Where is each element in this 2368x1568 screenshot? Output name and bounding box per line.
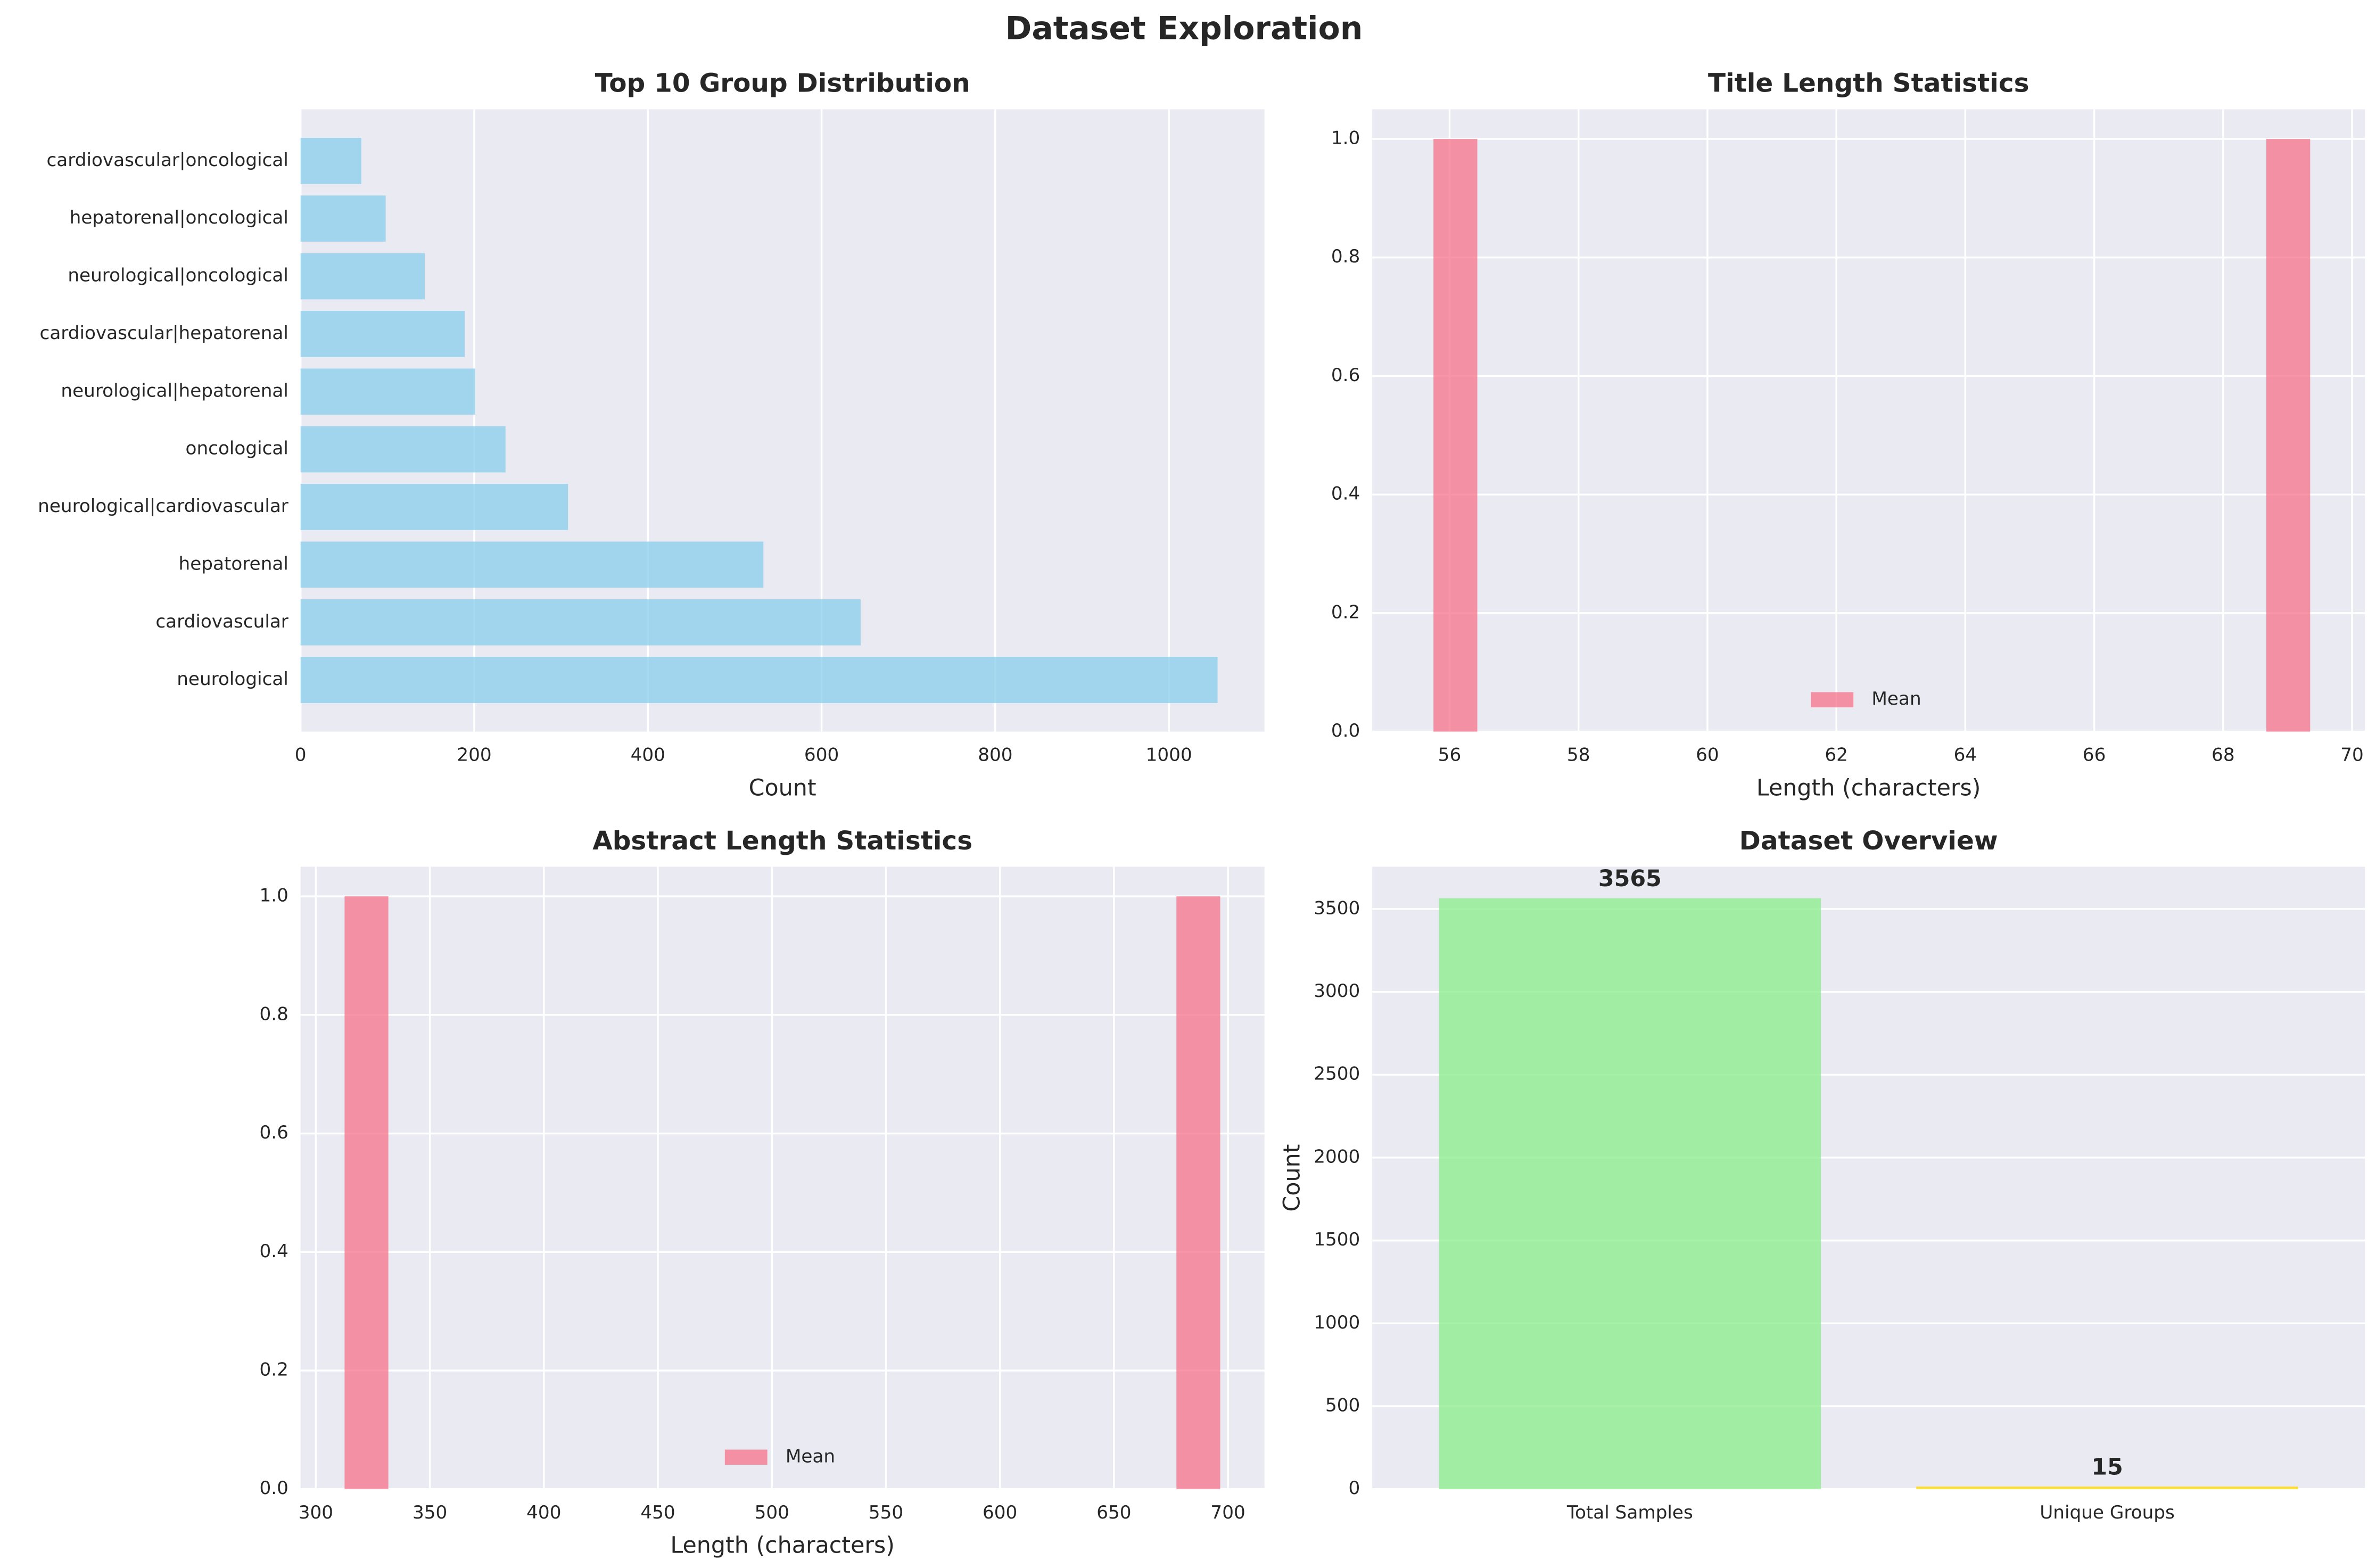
x-tick-label: 600: [983, 1502, 1017, 1523]
bar: [300, 657, 1218, 703]
x-tick-label: 68: [2212, 745, 2235, 766]
x-tick-label: Unique Groups: [2040, 1502, 2175, 1523]
y-tick-label: oncological: [186, 438, 288, 459]
bar: [300, 484, 568, 530]
x-tick-label: 450: [640, 1502, 675, 1523]
x-tick-label: 400: [631, 745, 665, 766]
legend-label: Mean: [1871, 688, 1921, 709]
y-tick-label: 0.0: [1331, 720, 1360, 741]
y-tick-label: 2500: [1314, 1063, 1360, 1085]
y-tick-label: 1000: [1314, 1312, 1360, 1333]
y-tick-label: 0.6: [1331, 365, 1360, 386]
x-tick-label: 300: [299, 1502, 333, 1523]
x-tick-label: 58: [1567, 745, 1590, 766]
x-tick-label: 60: [1696, 745, 1719, 766]
y-tick-label: 0.4: [1331, 483, 1360, 505]
y-tick-label: neurological|cardiovascular: [38, 496, 289, 517]
bar: [1439, 898, 1821, 1489]
y-tick-label: cardiovascular|oncological: [47, 150, 288, 171]
y-tick-label: 0.2: [1331, 601, 1360, 623]
legend-swatch: [724, 1449, 768, 1465]
y-tick-label: 1.0: [1331, 128, 1360, 149]
histogram-bar: [2266, 139, 2311, 732]
legend-swatch: [1811, 692, 1854, 707]
y-tick-label: 0.8: [1331, 246, 1360, 267]
y-tick-label: neurological|oncological: [68, 265, 288, 286]
x-tick-label: 66: [2083, 745, 2106, 766]
figure-title: Dataset Exploration: [1005, 10, 1363, 47]
x-tick-label: Total Samples: [1566, 1502, 1693, 1523]
bar: [300, 426, 506, 473]
x-axis-label: Length (characters): [670, 1532, 895, 1559]
x-tick-label: 700: [1210, 1502, 1245, 1523]
x-tick-label: 350: [412, 1502, 447, 1523]
x-tick-label: 62: [1825, 745, 1848, 766]
x-axis-label: Length (characters): [1756, 774, 1981, 801]
y-tick-label: 0.6: [259, 1122, 288, 1143]
x-tick-label: 200: [457, 745, 491, 766]
y-tick-label: 0.0: [259, 1478, 288, 1499]
bar: [300, 253, 425, 300]
bar: [300, 541, 764, 588]
x-tick-label: 550: [869, 1502, 903, 1523]
x-tick-label: 1000: [1146, 745, 1192, 766]
bar: [300, 195, 386, 242]
y-tick-label: cardiovascular|hepatorenal: [40, 323, 288, 344]
chart-title: Top 10 Group Distribution: [595, 69, 970, 98]
y-tick-label: neurological|hepatorenal: [61, 380, 288, 401]
y-tick-label: 1500: [1314, 1229, 1360, 1250]
x-axis-label: Count: [749, 774, 816, 801]
x-tick-label: 600: [804, 745, 839, 766]
y-tick-label: 3000: [1314, 980, 1360, 1002]
y-tick-label: 0.8: [259, 1003, 288, 1025]
y-axis-label: Count: [1278, 1144, 1305, 1212]
bar: [1916, 1487, 2298, 1489]
y-tick-label: hepatorenal: [179, 553, 288, 574]
histogram-bar: [344, 896, 389, 1489]
y-tick-label: 0.4: [259, 1241, 288, 1262]
bar: [300, 599, 861, 646]
legend-label: Mean: [786, 1446, 835, 1467]
histogram-bar: [1433, 139, 1478, 732]
y-tick-label: 0.2: [259, 1359, 288, 1380]
y-tick-label: neurological: [177, 669, 288, 690]
y-tick-label: hepatorenal|oncological: [70, 207, 288, 228]
x-tick-label: 70: [2340, 745, 2364, 766]
bar: [300, 311, 465, 357]
y-tick-label: 1.0: [259, 885, 288, 906]
chart-title: Dataset Overview: [1739, 826, 1998, 856]
x-tick-label: 500: [755, 1502, 789, 1523]
x-tick-label: 56: [1438, 745, 1462, 766]
value-label: 3565: [1598, 865, 1662, 892]
bar: [300, 137, 361, 184]
chart-title: Abstract Length Statistics: [592, 826, 972, 856]
y-tick-label: 0: [1349, 1478, 1360, 1499]
x-tick-label: 800: [978, 745, 1012, 766]
x-tick-label: 400: [526, 1502, 561, 1523]
x-tick-label: 64: [1954, 745, 1977, 766]
x-tick-label: 0: [295, 745, 307, 766]
bar: [300, 368, 475, 415]
y-tick-label: cardiovascular: [155, 611, 288, 632]
y-tick-label: 3500: [1314, 897, 1360, 919]
x-tick-label: 650: [1096, 1502, 1131, 1523]
y-tick-label: 2000: [1314, 1146, 1360, 1167]
chart-title: Title Length Statistics: [1708, 69, 2029, 98]
y-tick-label: 500: [1325, 1395, 1360, 1416]
value-label: 15: [2091, 1454, 2123, 1480]
plot-background: [300, 866, 1265, 1489]
histogram-bar: [1176, 896, 1220, 1489]
plot-background: [1372, 109, 2365, 732]
